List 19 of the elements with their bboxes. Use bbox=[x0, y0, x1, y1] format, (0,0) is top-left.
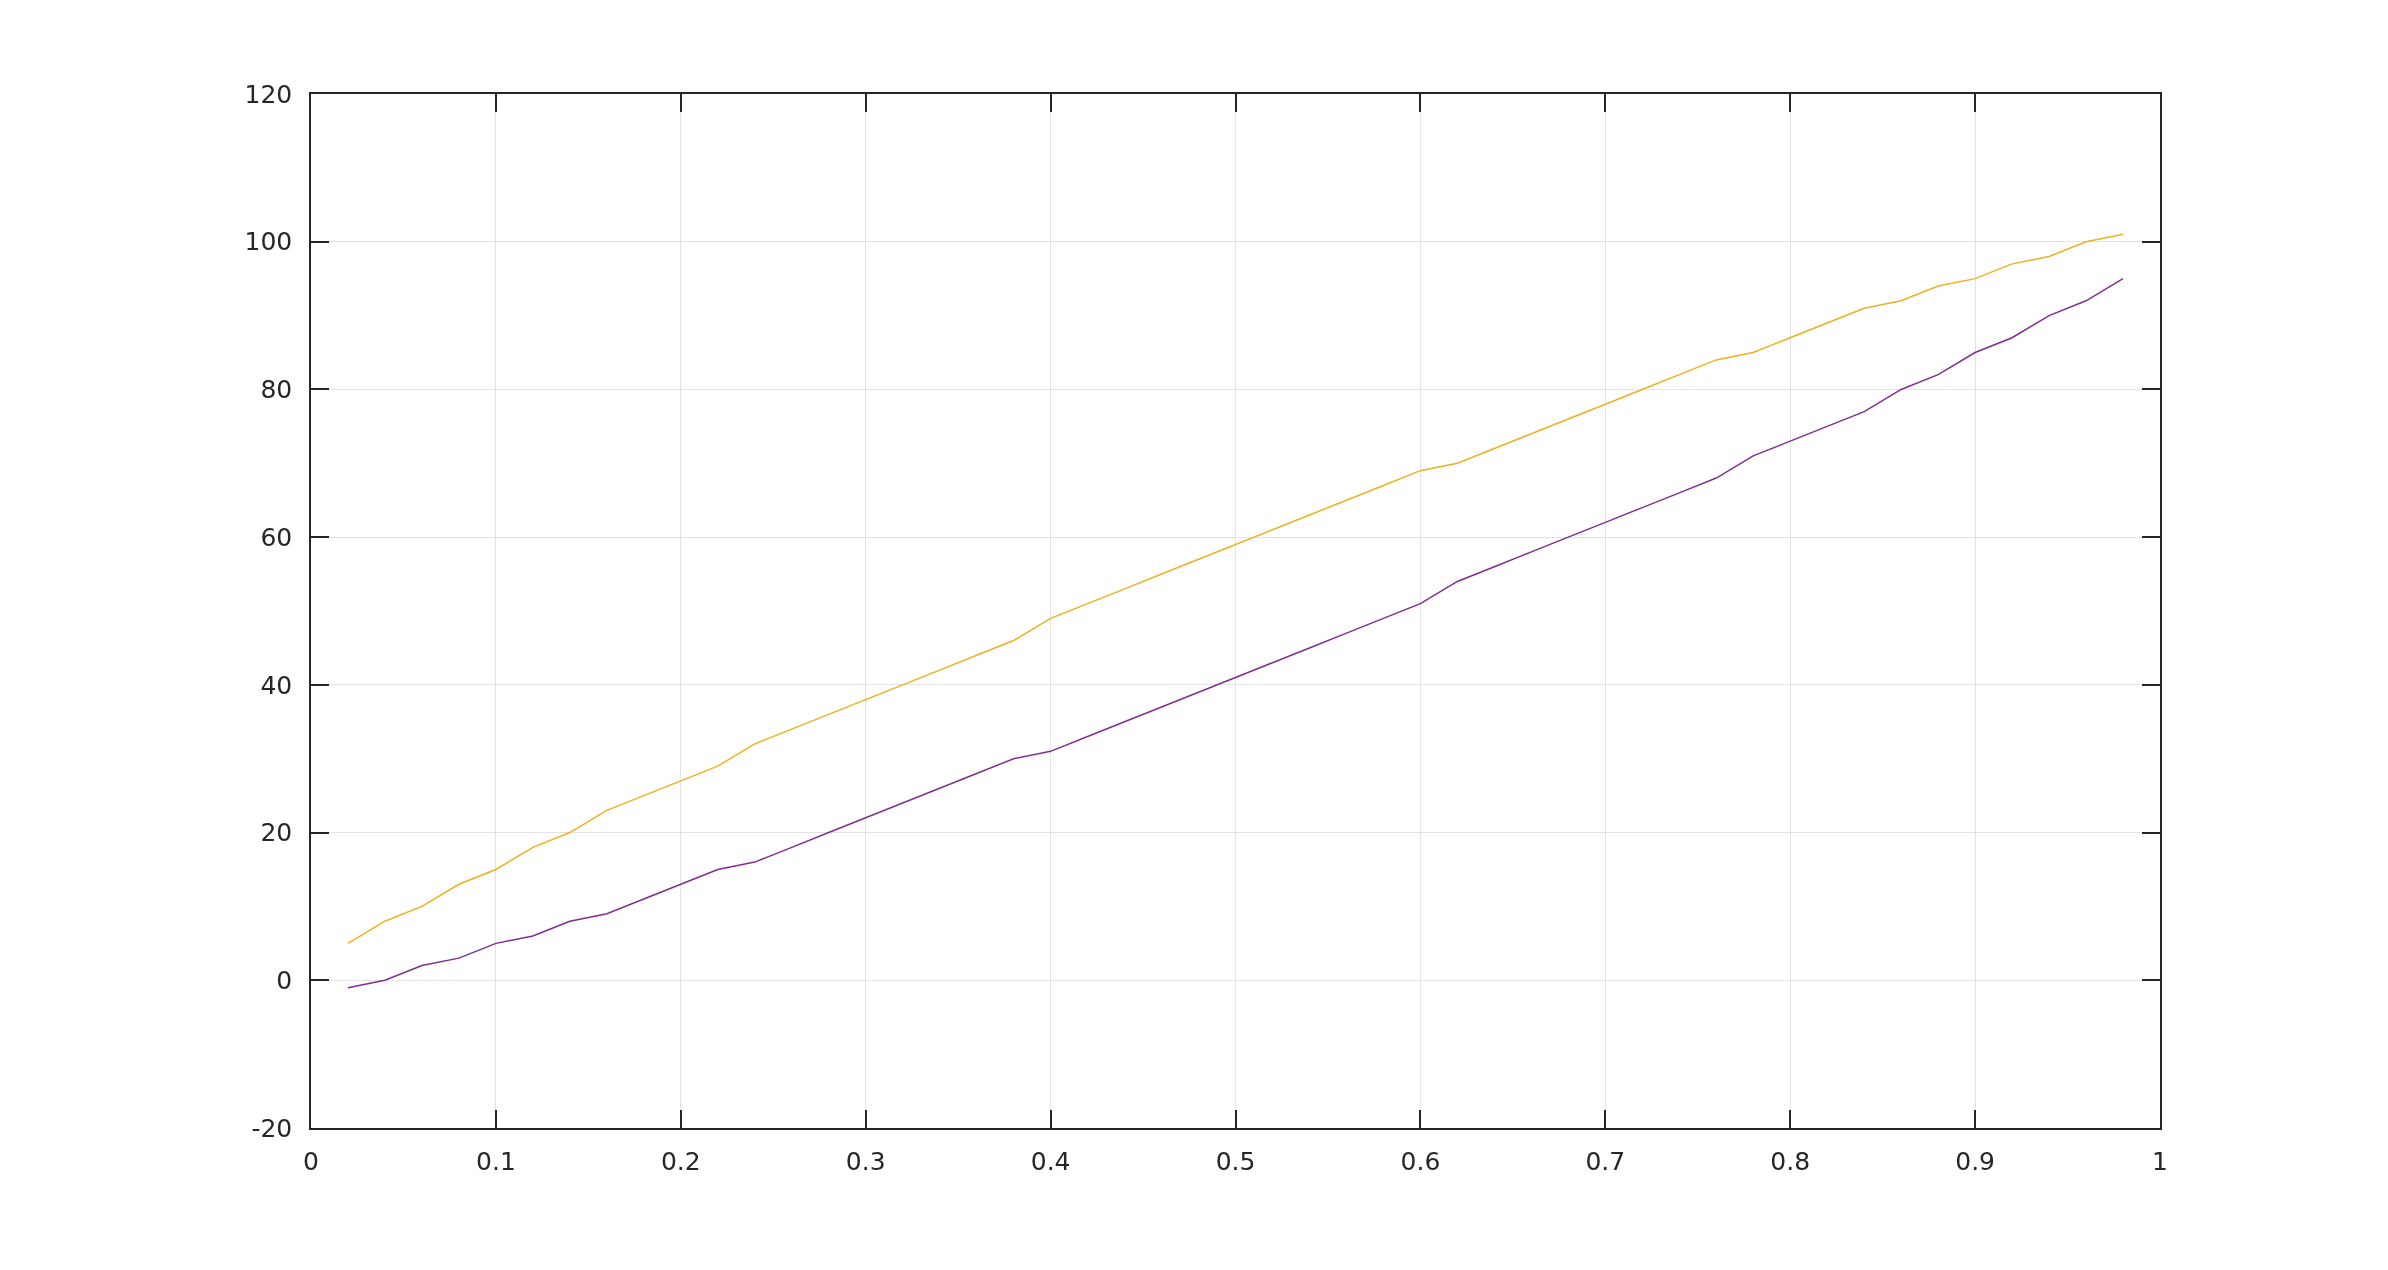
x-tick-label: 0.4 bbox=[1030, 1146, 1071, 1176]
x-tick-label: 0.8 bbox=[1770, 1146, 1811, 1176]
x-tick-label: 0 bbox=[303, 1146, 319, 1176]
x-tick-label: 0.6 bbox=[1400, 1146, 1441, 1176]
x-tick-label: 1 bbox=[2152, 1146, 2168, 1176]
y-tick-label: -20 bbox=[251, 1113, 293, 1143]
y-tick-label: 60 bbox=[260, 522, 293, 552]
y-tick-label: 20 bbox=[260, 818, 293, 848]
x-tick-label: 0.1 bbox=[476, 1146, 516, 1176]
x-tick-label: 0.2 bbox=[660, 1146, 701, 1176]
x-tick-label: 0.5 bbox=[1215, 1146, 1256, 1176]
y-tick-label: 0 bbox=[276, 966, 293, 996]
y-tick-label: 100 bbox=[244, 227, 293, 257]
y-tick-label: 80 bbox=[260, 375, 293, 405]
y-tick-label: 40 bbox=[260, 670, 293, 700]
x-tick-label: 0.3 bbox=[845, 1146, 886, 1176]
x-tick-label: 0.7 bbox=[1585, 1146, 1626, 1176]
y-tick-label: 120 bbox=[244, 79, 293, 109]
x-tick-label: 0.9 bbox=[1955, 1146, 1995, 1176]
